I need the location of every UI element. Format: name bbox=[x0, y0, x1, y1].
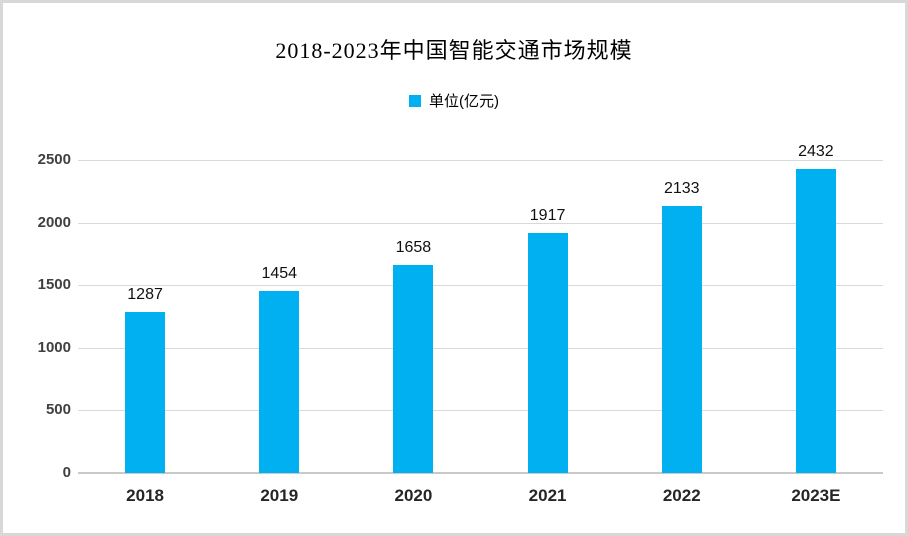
y-axis-tick-label: 1000 bbox=[37, 338, 71, 356]
y-axis-tick-label: 2500 bbox=[37, 151, 71, 168]
bar-value-label: 1287 bbox=[127, 285, 163, 303]
x-axis-tick-label: 2022 bbox=[662, 486, 701, 505]
x-axis-tick-label: 2020 bbox=[394, 486, 433, 505]
x-axis-tick-label: 2023E bbox=[791, 486, 841, 505]
x-axis-tick-label: 2018 bbox=[126, 486, 164, 505]
plot-area bbox=[78, 160, 883, 474]
bar-2022 bbox=[661, 205, 702, 473]
y-axis-tick-label: 2000 bbox=[37, 213, 71, 231]
bar-2023E bbox=[795, 168, 836, 473]
y-axis-tick-label: 1500 bbox=[37, 276, 71, 294]
x-axis-line bbox=[78, 472, 883, 474]
legend: 单位(亿元) bbox=[3, 90, 905, 111]
bar-value-label: 2133 bbox=[663, 179, 700, 197]
bar-2018 bbox=[125, 311, 166, 473]
y-axis-tick-label: 0 bbox=[62, 464, 71, 481]
bar-2021 bbox=[527, 232, 568, 473]
x-axis-tick-label: 2021 bbox=[528, 486, 567, 505]
bar-value-label: 1658 bbox=[395, 239, 432, 257]
y-axis-tick-label: 500 bbox=[45, 401, 71, 419]
bar-value-label: 1917 bbox=[529, 206, 566, 224]
chart-title: 2018-2023年中国智能交通市场规模 bbox=[275, 38, 633, 63]
gridline bbox=[78, 347, 883, 349]
gridline bbox=[78, 410, 883, 412]
gridline bbox=[78, 222, 883, 224]
bar-value-label: 2432 bbox=[798, 142, 834, 160]
bar-2020 bbox=[393, 265, 434, 473]
gridline bbox=[78, 285, 883, 287]
legend-marker-square-icon bbox=[409, 94, 421, 107]
bar-2019 bbox=[259, 290, 300, 473]
gridline bbox=[78, 160, 883, 161]
bar-value-label: 1454 bbox=[261, 264, 298, 282]
x-axis-tick-label: 2019 bbox=[260, 486, 299, 505]
legend-label: 单位(亿元) bbox=[429, 93, 499, 110]
